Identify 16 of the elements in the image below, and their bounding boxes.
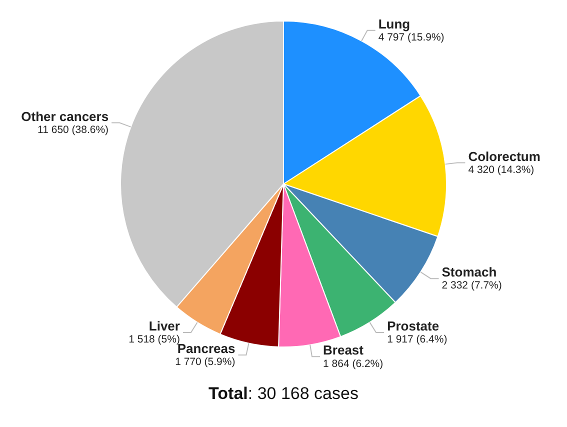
data-label: 11 650 (38.6%) (38, 124, 109, 136)
data-label: 1 518 (5%) (128, 334, 180, 346)
text: Total: 30 168 cases (208, 384, 360, 404)
data-label: 1 917 (6.4%) (387, 334, 448, 346)
slice-label: Lung (378, 16, 410, 32)
slice-label: Prostate (387, 318, 440, 334)
slice-label: Colorectum (468, 148, 540, 164)
data-label: 2 332 (7.7%) (442, 280, 502, 292)
data-label: 1 864 (6.2%) (323, 358, 384, 370)
slice-label: Other cancers (21, 108, 109, 124)
data-label: 1 770 (5.9%) (175, 356, 236, 368)
slice-label: Breast (323, 342, 364, 358)
data-label: 4 320 (14.3%) (468, 164, 534, 176)
slice-label: Liver (148, 318, 180, 334)
slice-label: Stomach (442, 264, 497, 280)
data-label: 4 797 (15.9%) (378, 32, 444, 44)
